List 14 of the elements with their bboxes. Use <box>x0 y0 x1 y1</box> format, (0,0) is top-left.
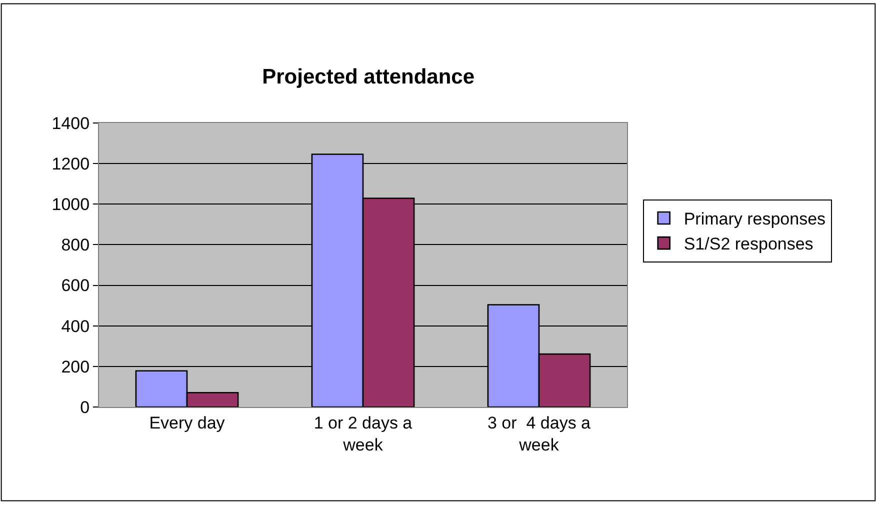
x-tick-label: 3 or 4 days a week <box>487 413 592 454</box>
legend-label: Primary responses <box>684 210 826 229</box>
y-tick-label: 0 <box>80 398 90 417</box>
y-tick-label: 1200 <box>52 154 90 174</box>
x-tick-label: 1 or 2 days a week <box>314 413 413 454</box>
legend-label: S1/S2 responses <box>684 234 814 254</box>
y-tick-label: 600 <box>61 276 90 296</box>
y-tick-label: 800 <box>61 236 90 255</box>
y-tick-label: 400 <box>61 316 90 336</box>
y-tick-label: 200 <box>61 357 90 376</box>
y-tick-label: 1400 <box>52 114 90 133</box>
y-tick-label: 1000 <box>52 195 90 214</box>
chart-title: Projected attendance <box>262 65 475 88</box>
x-tick-label: Every day <box>149 413 226 432</box>
